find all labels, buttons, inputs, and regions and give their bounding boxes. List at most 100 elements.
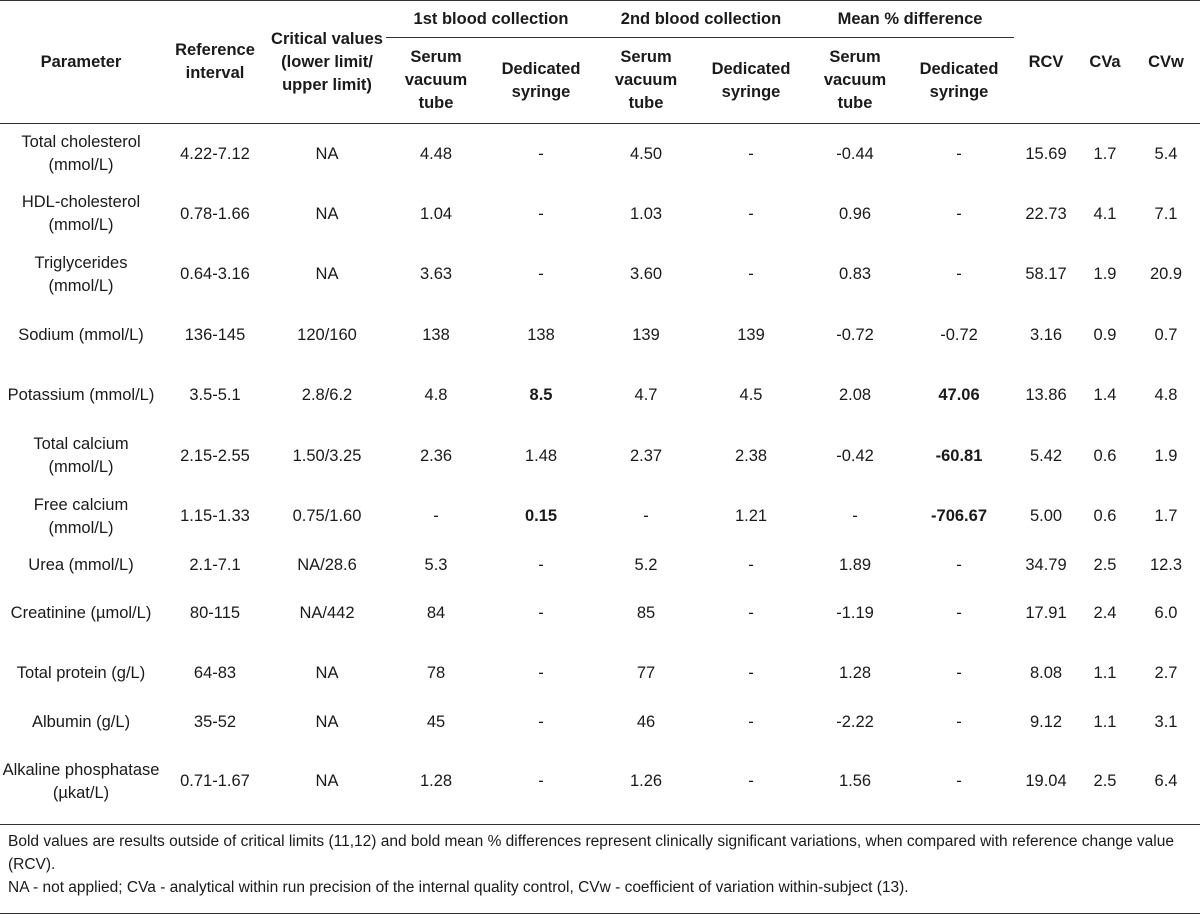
- cell-reference-interval: 2.1-7.1: [189, 555, 241, 574]
- footnote-abbreviations: NA - not applied; CVa - analytical withi…: [8, 879, 909, 896]
- cell-c2-syringe: -: [748, 265, 754, 284]
- cell-cvw: 6.0: [1154, 603, 1178, 622]
- cell-c1-syringe: -: [538, 204, 544, 223]
- footnote-bold-values: Bold values are results outside of criti…: [8, 833, 1174, 873]
- cell-rcv: 5.00: [1029, 507, 1063, 526]
- cell-reference-interval: 80-115: [189, 603, 241, 622]
- header-diff-dedicated-syringe: Dedicated syringe: [919, 59, 999, 101]
- header-cvw: CVw: [1148, 52, 1184, 71]
- cell-cvw: 12.3: [1149, 555, 1183, 574]
- cell-diff-syringe: 47.06: [938, 386, 980, 405]
- cell-c1-syringe: 8.5: [529, 386, 553, 405]
- cell-diff-syringe: -: [956, 772, 962, 791]
- cell-diff-syringe: -: [956, 712, 962, 731]
- cell-reference-interval: 0.64-3.16: [180, 265, 250, 284]
- cell-c2-tube: 2.37: [629, 446, 663, 465]
- cell-critical-values: 0.75/1.60: [292, 507, 362, 526]
- cell-cva: 2.5: [1093, 555, 1117, 574]
- cell-diff-syringe: -0.72: [940, 325, 978, 344]
- cell-rcv: 17.91: [1025, 603, 1067, 622]
- cell-c1-tube: 5.3: [424, 555, 448, 574]
- cell-c1-syringe: -: [538, 772, 544, 791]
- cell-critical-values: NA: [315, 712, 339, 731]
- cell-cva: 1.7: [1093, 144, 1117, 163]
- cell-cva: 1.9: [1093, 265, 1117, 284]
- cell-reference-interval: 4.22-7.12: [180, 144, 250, 163]
- table-row: Total cholesterol (mmol/L) 4.22-7.12 NA …: [0, 124, 1200, 185]
- cell-reference-interval: 0.71-1.67: [180, 772, 250, 791]
- cell-reference-interval: 0.78-1.66: [180, 204, 250, 223]
- cell-rcv: 3.16: [1029, 325, 1063, 344]
- table-row: Urea (mmol/L) 2.1-7.1 NA/28.6 5.3 - 5.2 …: [0, 547, 1200, 583]
- cell-diff-syringe: -60.81: [935, 446, 983, 465]
- cell-c1-syringe: -: [538, 144, 544, 163]
- cell-parameter: Urea (mmol/L): [28, 555, 134, 574]
- cell-c1-tube: 1.04: [419, 204, 453, 223]
- cell-critical-values: 2.8/6.2: [301, 386, 353, 405]
- cell-diff-tube: 0.96: [838, 204, 872, 223]
- cell-c2-tube: 85: [636, 603, 656, 622]
- cell-cvw: 7.1: [1154, 204, 1178, 223]
- header-second-collection: 2nd blood collection: [596, 0, 807, 38]
- header-parameter: Parameter: [40, 52, 122, 71]
- table-row: Creatinine (µmol/L) 80-115 NA/442 84 - 8…: [0, 583, 1200, 644]
- cell-c2-syringe: 4.5: [739, 386, 763, 405]
- cell-cva: 4.1: [1093, 204, 1117, 223]
- table-row: Triglycerides (mmol/L) 0.64-3.16 NA 3.63…: [0, 245, 1200, 306]
- cell-parameter: Total cholesterol (mmol/L): [21, 133, 141, 174]
- cell-diff-syringe: -: [956, 204, 962, 223]
- cell-c1-tube: -: [433, 507, 439, 526]
- cell-critical-values: NA/28.6: [297, 555, 357, 574]
- cell-rcv: 19.04: [1025, 772, 1067, 791]
- cell-c1-syringe: -: [538, 712, 544, 731]
- cell-rcv: 5.42: [1029, 446, 1063, 465]
- cell-diff-tube: 2.08: [838, 386, 872, 405]
- cell-diff-tube: -1.19: [836, 603, 874, 622]
- cell-cvw: 1.7: [1154, 507, 1178, 526]
- cell-parameter: Albumin (g/L): [31, 712, 131, 731]
- cell-c2-tube: 46: [636, 712, 656, 731]
- table-row: Free calcium (mmol/L) 1.15-1.33 0.75/1.6…: [0, 487, 1200, 548]
- cell-critical-values: 1.50/3.25: [292, 446, 362, 465]
- cell-c1-syringe: -: [538, 555, 544, 574]
- cell-diff-tube: 1.56: [838, 772, 872, 791]
- table-row: Total protein (g/L) 64-83 NA 78 - 77 - 1…: [0, 644, 1200, 705]
- cell-cvw: 5.4: [1154, 144, 1178, 163]
- cell-cvw: 1.9: [1154, 446, 1178, 465]
- results-table: Parameter Reference interval Critical va…: [0, 0, 1200, 824]
- cell-reference-interval: 2.15-2.55: [180, 446, 250, 465]
- header-mean-difference: Mean % difference: [806, 0, 1015, 38]
- cell-critical-values: NA: [315, 664, 339, 683]
- cell-diff-tube: -: [852, 507, 858, 526]
- cell-cvw: 2.7: [1154, 664, 1178, 683]
- cell-rcv: 9.12: [1029, 712, 1063, 731]
- cell-c2-syringe: -: [748, 772, 754, 791]
- cell-critical-values: NA: [315, 265, 339, 284]
- cell-parameter: Alkaline phosphatase (µkat/L): [2, 760, 160, 802]
- table-row: Total calcium (mmol/L) 2.15-2.55 1.50/3.…: [0, 426, 1200, 487]
- cell-c1-syringe: 138: [527, 325, 555, 344]
- cell-c2-syringe: -: [748, 603, 754, 622]
- cell-c2-tube: 77: [636, 664, 656, 683]
- cell-diff-syringe: -: [956, 144, 962, 163]
- cell-c2-syringe: -: [748, 204, 754, 223]
- cell-cvw: 3.1: [1154, 712, 1178, 731]
- cell-cvw: 0.7: [1154, 325, 1178, 344]
- cell-diff-tube: -0.44: [836, 144, 874, 163]
- header-c1-dedicated-syringe: Dedicated syringe: [501, 59, 581, 101]
- cell-c1-syringe: -: [538, 603, 544, 622]
- cell-c2-tube: 5.2: [634, 555, 658, 574]
- cell-c2-syringe: -: [748, 712, 754, 731]
- cell-reference-interval: 136-145: [184, 325, 246, 344]
- cell-cvw: 6.4: [1154, 772, 1178, 791]
- cell-diff-tube: 0.83: [838, 265, 872, 284]
- cell-c1-tube: 1.28: [419, 772, 453, 791]
- cell-rcv: 58.17: [1025, 265, 1067, 284]
- cell-cva: 0.9: [1093, 325, 1117, 344]
- cell-reference-interval: 64-83: [193, 664, 237, 683]
- cell-c1-syringe: 0.15: [524, 507, 558, 526]
- bottom-rule: [0, 913, 1200, 914]
- header-c2-dedicated-syringe: Dedicated syringe: [711, 59, 791, 101]
- cell-reference-interval: 3.5-5.1: [189, 386, 241, 405]
